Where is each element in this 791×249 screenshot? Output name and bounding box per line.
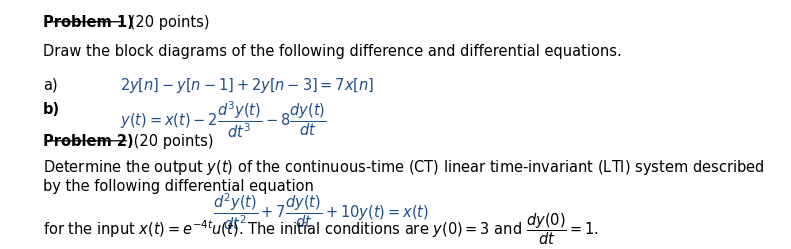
Text: $y(t) = x(t) - 2\dfrac{d^3y(t)}{dt^3} - 8\dfrac{dy(t)}{dt}$: $y(t) = x(t) - 2\dfrac{d^3y(t)}{dt^3} - …	[119, 99, 327, 140]
Text: b): b)	[43, 102, 60, 117]
Text: by the following differential equation: by the following differential equation	[43, 180, 314, 194]
Text: (20 points): (20 points)	[125, 15, 210, 30]
Text: Determine the output $y(t)$ of the continuous-time (CT) linear time-invariant (L: Determine the output $y(t)$ of the conti…	[43, 158, 764, 177]
Text: for the input $x(t) = e^{-4t}u(t)$. The initial conditions are $y(0) = 3$ and $\: for the input $x(t) = e^{-4t}u(t)$. The …	[43, 212, 599, 247]
Text: Problem 2): Problem 2)	[43, 134, 134, 149]
Text: $\dfrac{d^2y(t)}{dt^2} + 7\dfrac{dy(t)}{dt} + 10y(t) = x(t)$: $\dfrac{d^2y(t)}{dt^2} + 7\dfrac{dy(t)}{…	[214, 191, 430, 232]
Text: a): a)	[43, 77, 58, 93]
Text: Problem 1): Problem 1)	[43, 15, 134, 30]
Text: Draw the block diagrams of the following difference and differential equations.: Draw the block diagrams of the following…	[43, 44, 622, 59]
Text: (20 points): (20 points)	[130, 134, 214, 149]
Text: $2y[n] - y[n-1] + 2y[n-3] = 7x[n]$: $2y[n] - y[n-1] + 2y[n-3] = 7x[n]$	[119, 76, 374, 95]
